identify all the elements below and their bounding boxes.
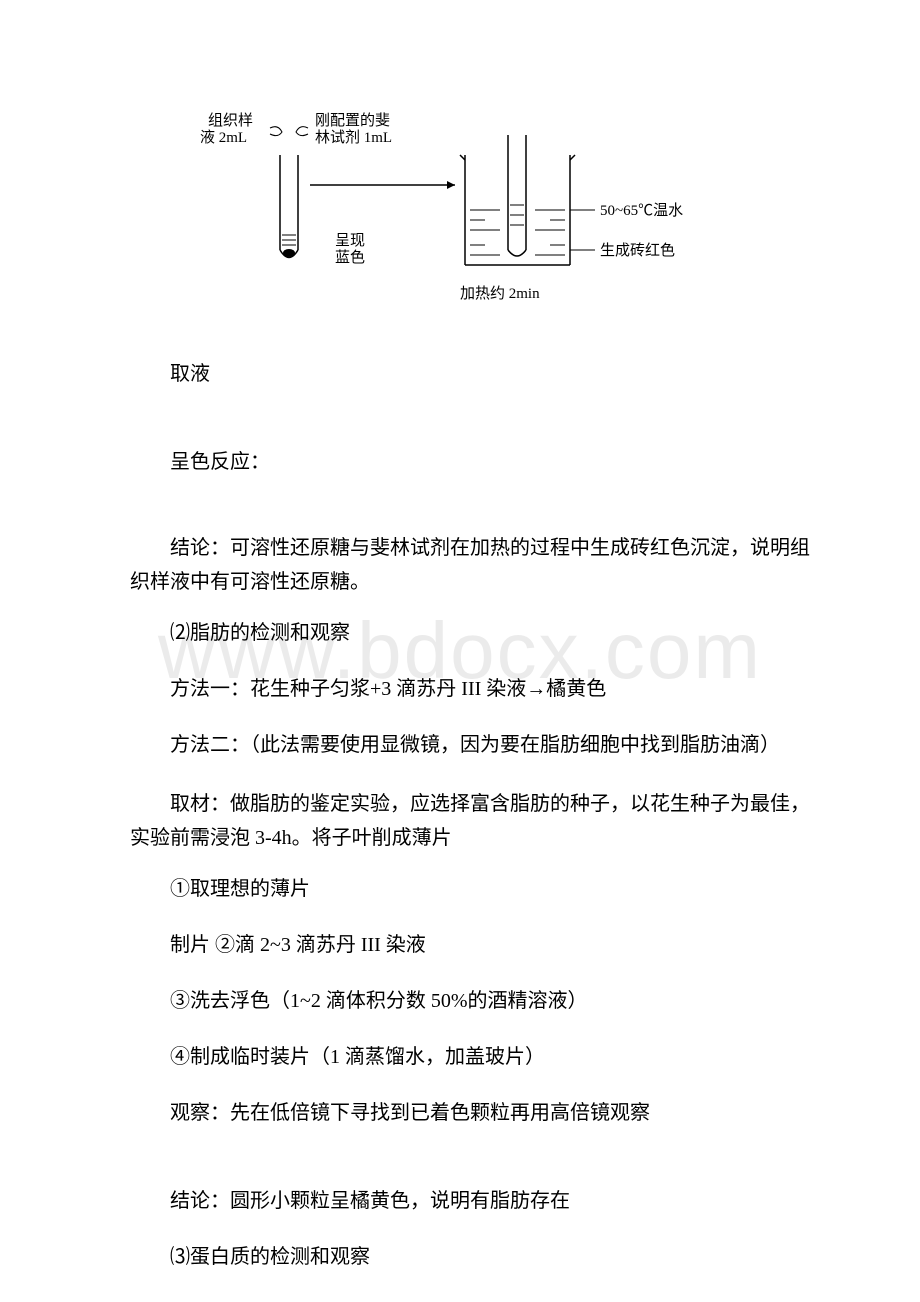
diag-label-temp: 50~65℃温水 [600,202,683,219]
text-p9: 制片 ②滴 2~3 滴苏丹 III 染液 [130,931,810,959]
text-p11: ④制成临时装片（1 滴蒸馏水，加盖玻片） [130,1043,810,1071]
text-p2: 呈色反应： [130,448,810,476]
tube-liq-bottom [283,249,295,257]
diag-label-blue1: 呈现 [335,233,365,249]
content-container: 组织样 液 2mL 刚配置的斐 林试剂 1mL 呈现 蓝色 [0,0,920,1271]
text-p4: ⑵脂肪的检测和观察 [130,619,810,647]
text-p7: 取材：做脂肪的鉴定实验，应选择富含脂肪的种子，以花生种子为最佳，实验前需浸泡 3… [130,787,810,855]
text-p14: ⑶蛋白质的检测和观察 [130,1243,810,1271]
diag-arrow-left [270,127,282,136]
diag-label-right2: 林试剂 1mL [315,129,392,146]
diag-label-heat: 加热约 2min [460,285,540,302]
diag-arrow-head [447,181,455,189]
text-p13: 结论：圆形小颗粒呈橘黄色，说明有脂肪存在 [130,1187,810,1215]
text-p8: ①取理想的薄片 [130,875,810,903]
diag-label-right1: 刚配置的斐 [315,112,390,129]
diag-label-red: 生成砖红色 [600,242,675,259]
diagram-container: 组织样 液 2mL 刚配置的斐 林试剂 1mL 呈现 蓝色 [170,100,810,320]
diag-label-blue2: 蓝色 [335,249,365,266]
diag-arrow-right [296,127,308,136]
diag-label-left2: 液 2mL [200,129,247,146]
text-p12: 观察：先在低倍镜下寻找到已着色颗粒再用高倍镜观察 [130,1099,810,1127]
text-p10: ③洗去浮色（1~2 滴体积分数 50%的酒精溶液） [130,987,810,1015]
text-p6: 方法二：（此法需要使用显微镜，因为要在脂肪细胞中找到脂肪油滴） [130,731,810,759]
diag-label-left1: 组织样 [208,112,253,129]
experiment-diagram: 组织样 液 2mL 刚配置的斐 林试剂 1mL 呈现 蓝色 [170,100,730,320]
text-p5: 方法一：花生种子匀浆+3 滴苏丹 III 染液→橘黄色 [130,675,810,703]
text-p3: 结论：可溶性还原糖与斐林试剂在加热的过程中生成砖红色沉淀，说明组织样液中有可溶性… [130,531,810,599]
text-p1: 取液 [130,360,810,388]
tube2-bottom [508,250,526,256]
